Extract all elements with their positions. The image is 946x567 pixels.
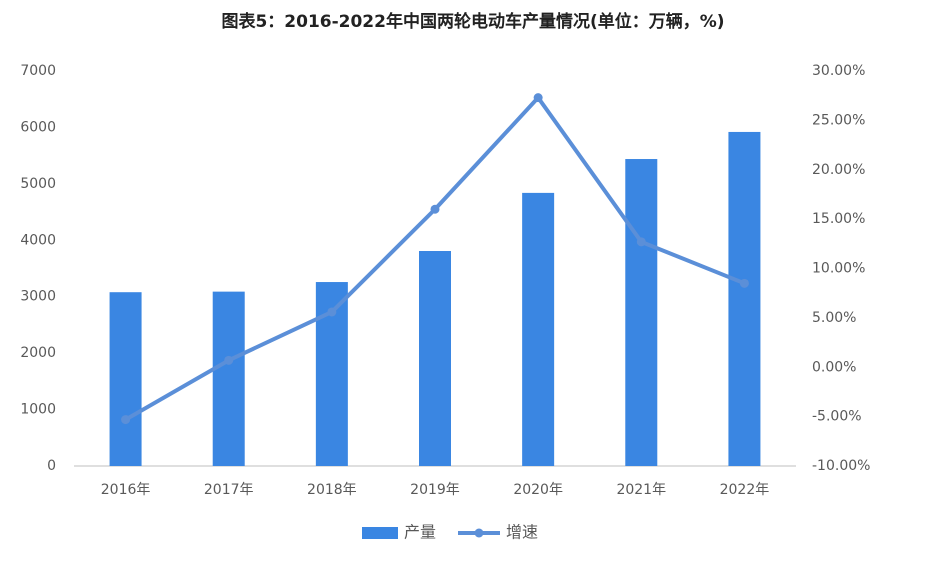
y-tick-label: 3000: [20, 289, 56, 305]
x-tick-label: 2022年: [720, 482, 770, 498]
x-tick-label: 2018年: [307, 482, 357, 498]
y2-tick-label: 0.00%: [812, 359, 856, 375]
line-marker: [533, 93, 543, 103]
y2-tick-label: 15.00%: [812, 211, 865, 227]
y-tick-label: 2000: [20, 345, 56, 361]
bar: [522, 192, 555, 466]
line-marker: [224, 355, 234, 365]
y-tick-label: 5000: [20, 176, 56, 192]
y2-tick-label: -5.00%: [812, 409, 862, 425]
x-tick-label: 2021年: [616, 482, 666, 498]
line-marker: [430, 204, 440, 214]
chart-title: 图表5：2016-2022年中国两轮电动车产量情况(单位：万辆，%): [221, 11, 724, 32]
x-tick-label: 2020年: [513, 482, 563, 498]
y-tick-label: 7000: [20, 63, 56, 79]
x-tick-label: 2019年: [410, 482, 460, 498]
x-tick-label: 2016年: [101, 482, 151, 498]
line-marker: [636, 237, 646, 247]
line-marker: [121, 415, 131, 425]
line-marker: [739, 278, 749, 288]
y-tick-label: 1000: [20, 402, 56, 418]
line-marker: [327, 307, 337, 317]
y-tick-label: 0: [47, 458, 56, 474]
bar: [625, 159, 658, 466]
y2-tick-label: 10.00%: [812, 261, 865, 277]
y2-tick-label: 5.00%: [812, 310, 856, 326]
y2-tick-label: -10.00%: [812, 458, 870, 474]
bar: [728, 131, 761, 466]
legend-swatch: [362, 527, 398, 539]
legend-label: 产量: [404, 523, 436, 542]
bar: [212, 291, 245, 466]
y-tick-label: 6000: [20, 119, 56, 135]
y2-tick-label: 25.00%: [812, 112, 865, 128]
y2-tick-label: 30.00%: [812, 63, 865, 79]
legend-swatch: [474, 528, 484, 538]
y-tick-label: 4000: [20, 232, 56, 248]
y2-tick-label: 20.00%: [812, 162, 865, 178]
bar: [109, 292, 142, 466]
bar: [419, 251, 451, 466]
x-tick-label: 2017年: [204, 482, 254, 498]
legend-label: 增速: [506, 523, 538, 542]
